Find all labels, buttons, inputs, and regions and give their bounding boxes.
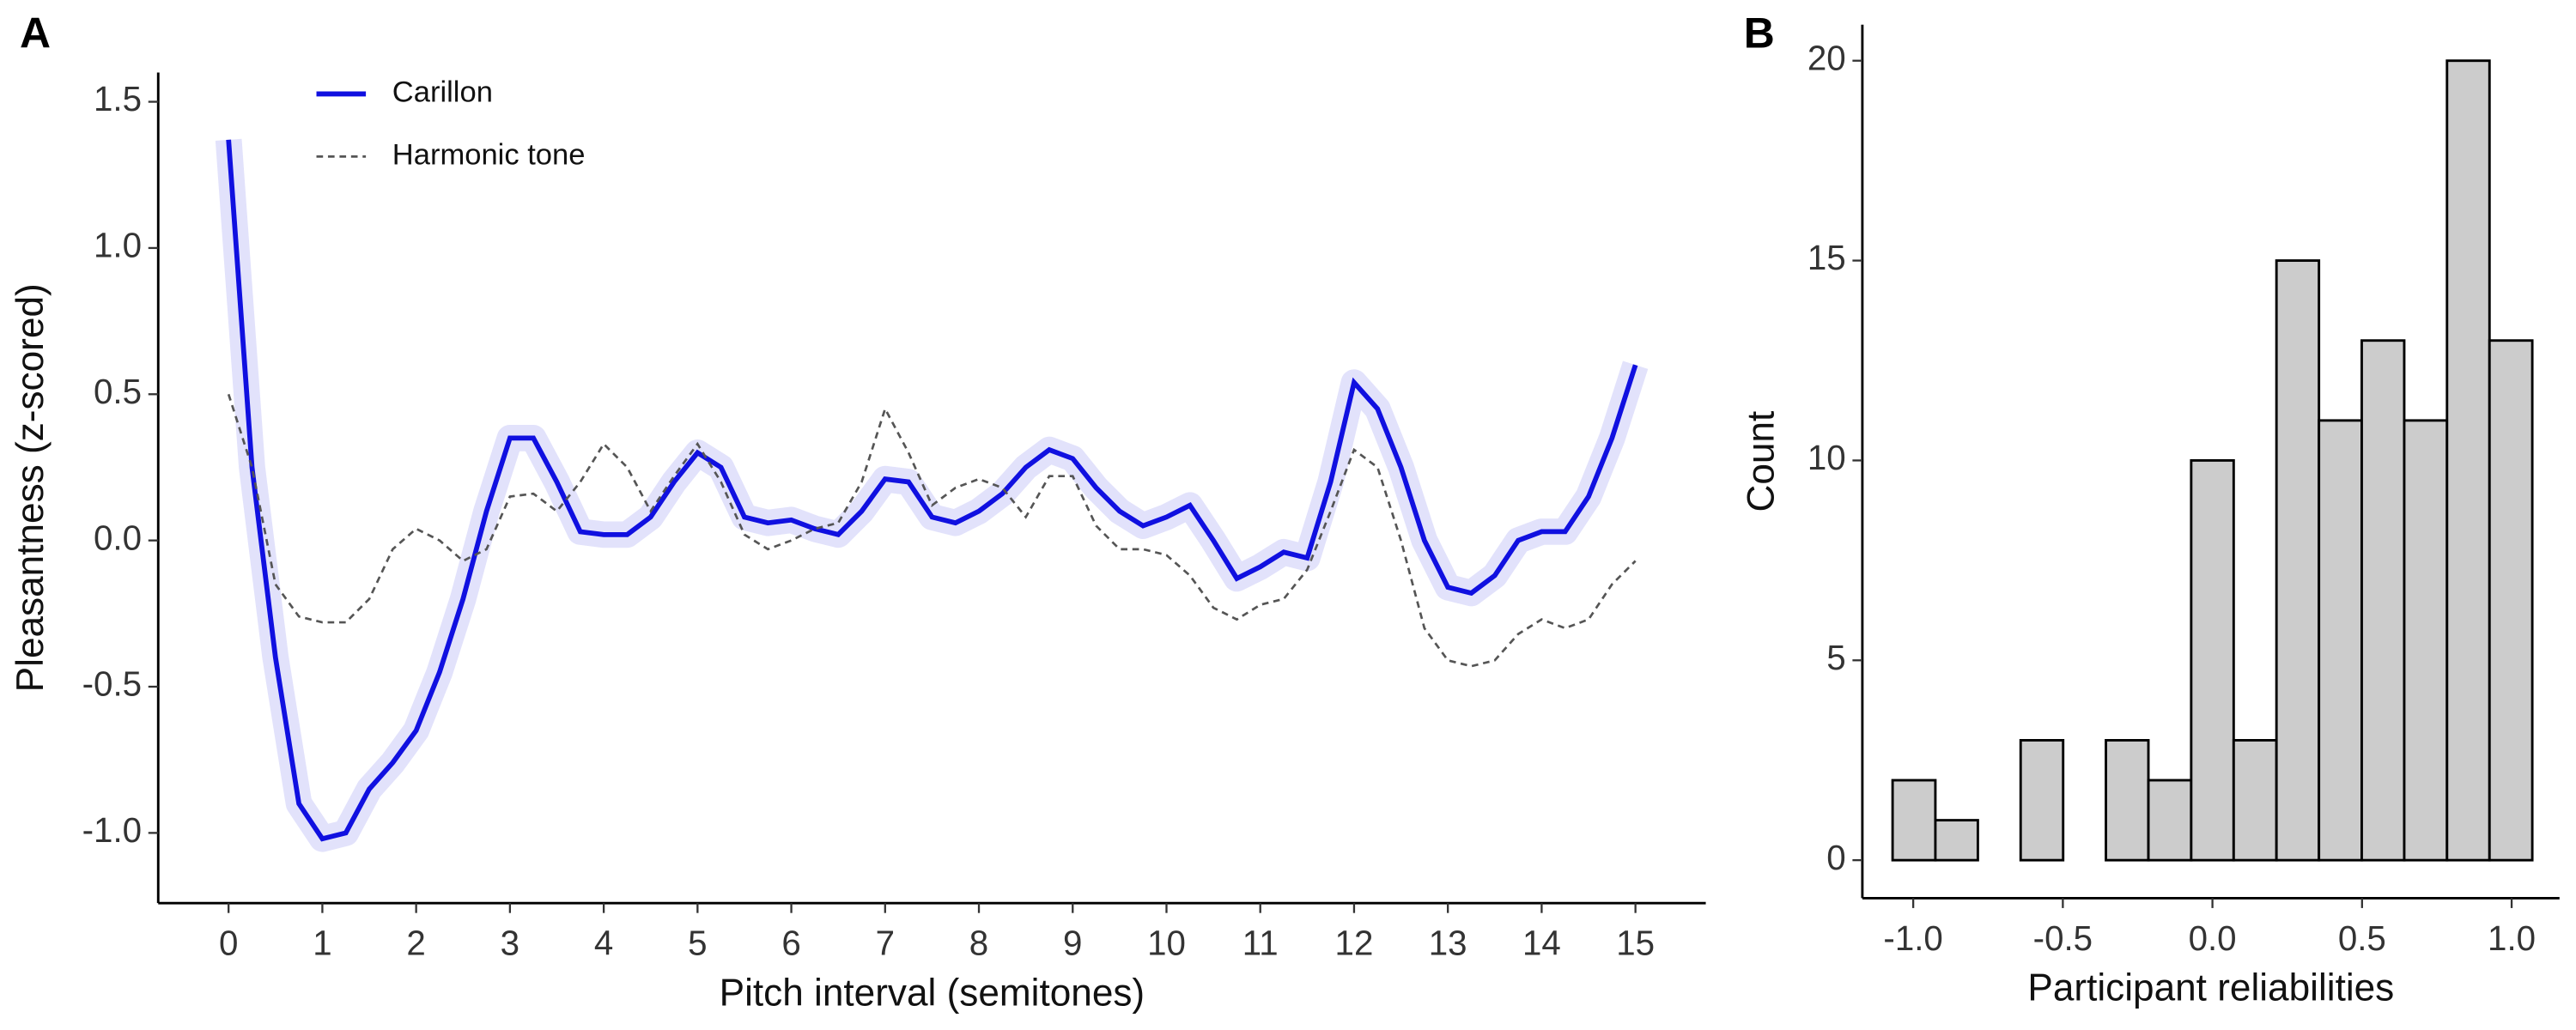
histogram-bar: [2105, 739, 2150, 862]
series-line: [227, 393, 1637, 668]
y-tick-label: 5: [1826, 639, 1845, 677]
x-tick-label: 10: [1147, 924, 1186, 963]
panel-label: A: [20, 9, 51, 57]
histogram-bar: [1934, 819, 1979, 862]
series-line: [226, 139, 1638, 842]
x-tick-label: 0.0: [2189, 919, 2237, 958]
x-tick-label: 9: [1063, 924, 1082, 963]
x-tick-label: 7: [876, 924, 895, 963]
histogram-bar: [2403, 419, 2449, 862]
x-tick-label: 13: [1429, 924, 1467, 963]
x-tick-label: 6: [781, 924, 800, 963]
x-tick-label: -0.5: [2033, 919, 2093, 958]
x-axis-title: Pitch interval (semitones): [720, 972, 1145, 1014]
histogram-bar: [2445, 59, 2491, 862]
x-tick-label: 1: [313, 924, 331, 963]
y-tick-label: 20: [1807, 39, 1846, 77]
panel-label: B: [1744, 9, 1775, 57]
y-tick-label: 0.0: [94, 518, 142, 557]
x-tick-label: 0: [219, 924, 238, 963]
confidence-ribbon: [215, 138, 1649, 852]
x-tick-label: 4: [594, 924, 613, 963]
x-tick-label: 5: [688, 924, 707, 963]
histogram-bar: [2190, 458, 2235, 862]
x-tick-label: -1.0: [1883, 919, 1942, 958]
y-tick-label: 0: [1826, 839, 1845, 877]
x-tick-label: 11: [1242, 924, 1279, 963]
y-tick-label: 1.0: [94, 227, 142, 265]
x-tick-label: 0.5: [2338, 919, 2386, 958]
x-tick-label: 15: [1616, 924, 1655, 963]
histogram-bar: [1891, 779, 1937, 862]
x-tick-label: 3: [501, 924, 519, 963]
y-tick-label: -1.0: [82, 811, 142, 850]
y-axis-title: Pleasantness (z-scored): [9, 283, 52, 692]
x-axis-title: Participant reliabilities: [2027, 967, 2394, 1009]
x-tick-label: 1.0: [2488, 919, 2536, 958]
histogram-bar: [2147, 779, 2193, 862]
y-tick-label: -0.5: [82, 665, 142, 704]
histogram-bar: [2488, 339, 2534, 862]
x-tick-label: 8: [969, 924, 988, 963]
histogram-bar: [2275, 259, 2321, 862]
x-tick-label: 2: [406, 924, 425, 963]
y-tick-label: 1.5: [94, 80, 142, 118]
histogram-bar: [2019, 739, 2065, 862]
legend-label: Harmonic tone: [392, 139, 586, 172]
y-axis-title: Count: [1740, 411, 1782, 512]
histogram-bar: [2232, 739, 2278, 862]
y-tick-label: 10: [1807, 439, 1846, 477]
x-tick-label: 14: [1522, 924, 1561, 963]
y-tick-label: 15: [1807, 239, 1846, 277]
histogram-bar: [2360, 339, 2406, 862]
histogram-bar: [2318, 419, 2363, 862]
y-tick-label: 0.5: [94, 373, 142, 411]
legend-label: Carillon: [392, 76, 493, 109]
x-tick-label: 12: [1335, 924, 1374, 963]
